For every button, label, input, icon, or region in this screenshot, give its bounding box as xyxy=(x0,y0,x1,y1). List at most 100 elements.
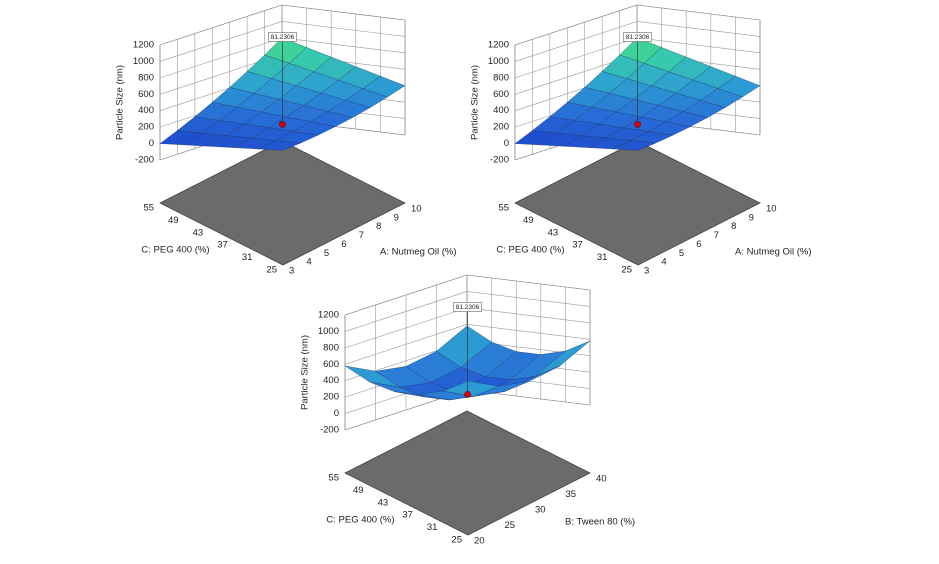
x-tick-label: 10 xyxy=(411,204,422,215)
x-tick-label: 6 xyxy=(696,239,701,250)
x-tick-label: 5 xyxy=(679,248,684,259)
z-tick-label: 1200 xyxy=(318,310,339,321)
z-tick-label: -200 xyxy=(490,155,509,166)
y-tick-label: 25 xyxy=(266,265,277,276)
z-axis-title: Particle Size (nm) xyxy=(470,65,481,140)
grid-line xyxy=(159,37,283,79)
z-tick-label: 400 xyxy=(138,105,154,116)
y-axis-title: C: PEG 400 (%) xyxy=(326,515,394,526)
z-tick-label: 400 xyxy=(493,105,509,116)
z-tick-label: 0 xyxy=(504,138,509,149)
y-tick-label: 55 xyxy=(143,203,154,214)
z-tick-label: 1000 xyxy=(133,56,154,67)
z-tick-label: 0 xyxy=(149,138,154,149)
y-tick-label: 43 xyxy=(193,227,204,238)
grid-line xyxy=(514,21,638,62)
z-tick-label: 1000 xyxy=(488,56,509,67)
x-axis-title: A: Nutmeg Oil (%) xyxy=(380,247,457,258)
y-tick-label: 55 xyxy=(328,473,339,484)
x-axis-title: A: Nutmeg Oil (%) xyxy=(735,247,812,258)
grid-line xyxy=(636,21,761,37)
z-tick-label: 400 xyxy=(323,375,339,386)
z-tick-label: 200 xyxy=(323,392,339,403)
point-label: 81.2306 xyxy=(626,34,650,41)
x-tick-label: 4 xyxy=(306,257,311,268)
grid-line xyxy=(514,37,638,79)
x-tick-label: 7 xyxy=(359,230,364,241)
x-tick-label: 40 xyxy=(596,474,607,485)
x-tick-label: 3 xyxy=(289,266,294,277)
grid-line xyxy=(466,274,591,291)
grid-line xyxy=(281,37,406,54)
design-point xyxy=(634,121,641,128)
x-tick-label: 7 xyxy=(714,230,719,241)
grid-line xyxy=(636,37,761,54)
grid-line xyxy=(466,323,591,340)
z-tick-label: 600 xyxy=(138,89,154,100)
y-tick-label: 37 xyxy=(572,240,583,251)
surface-patch xyxy=(612,140,656,151)
x-tick-label: 8 xyxy=(731,221,736,232)
y-tick-label: 49 xyxy=(353,485,364,496)
x-tick-label: 9 xyxy=(394,212,399,223)
x-tick-label: 4 xyxy=(661,257,666,268)
grid-line xyxy=(281,4,406,21)
z-tick-label: -200 xyxy=(135,155,154,166)
z-tick-label: 200 xyxy=(493,122,509,133)
y-tick-label: 31 xyxy=(597,252,608,263)
z-tick-label: 200 xyxy=(138,122,154,133)
design-point xyxy=(279,121,286,128)
x-tick-label: 25 xyxy=(505,520,516,531)
grid-line xyxy=(281,21,406,37)
y-axis-title: C: PEG 400 (%) xyxy=(141,245,209,256)
y-tick-label: 25 xyxy=(621,265,632,276)
z-tick-label: 600 xyxy=(323,359,339,370)
z-tick-label: 0 xyxy=(334,408,339,419)
z-tick-label: -200 xyxy=(320,425,339,436)
x-tick-label: 3 xyxy=(644,266,649,277)
y-tick-label: 55 xyxy=(498,203,509,214)
x-tick-label: 20 xyxy=(474,536,485,547)
z-axis-title: Particle Size (nm) xyxy=(300,335,311,410)
grid-line xyxy=(159,4,283,46)
y-tick-label: 43 xyxy=(378,497,389,508)
y-tick-label: 31 xyxy=(427,522,438,533)
z-tick-label: 800 xyxy=(493,72,509,83)
z-tick-label: 800 xyxy=(138,72,154,83)
x-tick-label: 35 xyxy=(566,489,577,500)
grid-line xyxy=(514,4,638,46)
point-label-box xyxy=(623,32,652,42)
x-axis-title: B: Tween 80 (%) xyxy=(565,517,635,528)
z-tick-label: 1000 xyxy=(318,326,339,337)
floor xyxy=(344,410,591,536)
z-tick-label: 800 xyxy=(323,342,339,353)
x-tick-label: 9 xyxy=(749,212,754,223)
x-tick-label: 5 xyxy=(324,248,329,259)
surface-patch xyxy=(442,380,500,397)
y-tick-label: 37 xyxy=(217,240,228,251)
point-label: 81.2306 xyxy=(456,304,480,311)
y-tick-label: 37 xyxy=(402,510,413,521)
x-tick-label: 6 xyxy=(341,239,346,250)
y-tick-label: 43 xyxy=(548,227,559,238)
z-axis-title: Particle Size (nm) xyxy=(115,65,126,140)
point-label: 81.2306 xyxy=(271,34,295,41)
grid-line xyxy=(636,4,761,21)
grid-line xyxy=(466,307,591,324)
y-axis-title: C: PEG 400 (%) xyxy=(496,245,564,256)
y-tick-label: 49 xyxy=(168,215,179,226)
point-label-box xyxy=(453,302,482,312)
y-tick-label: 49 xyxy=(523,215,534,226)
design-point xyxy=(464,391,471,398)
y-tick-label: 31 xyxy=(242,252,253,263)
grid-line xyxy=(466,291,591,307)
point-label-box xyxy=(268,32,297,42)
x-tick-label: 30 xyxy=(535,505,546,516)
z-tick-label: 600 xyxy=(493,89,509,100)
grid-line xyxy=(159,21,283,62)
y-tick-label: 25 xyxy=(451,535,462,546)
surface-patch xyxy=(257,140,301,151)
x-tick-label: 8 xyxy=(376,221,381,232)
